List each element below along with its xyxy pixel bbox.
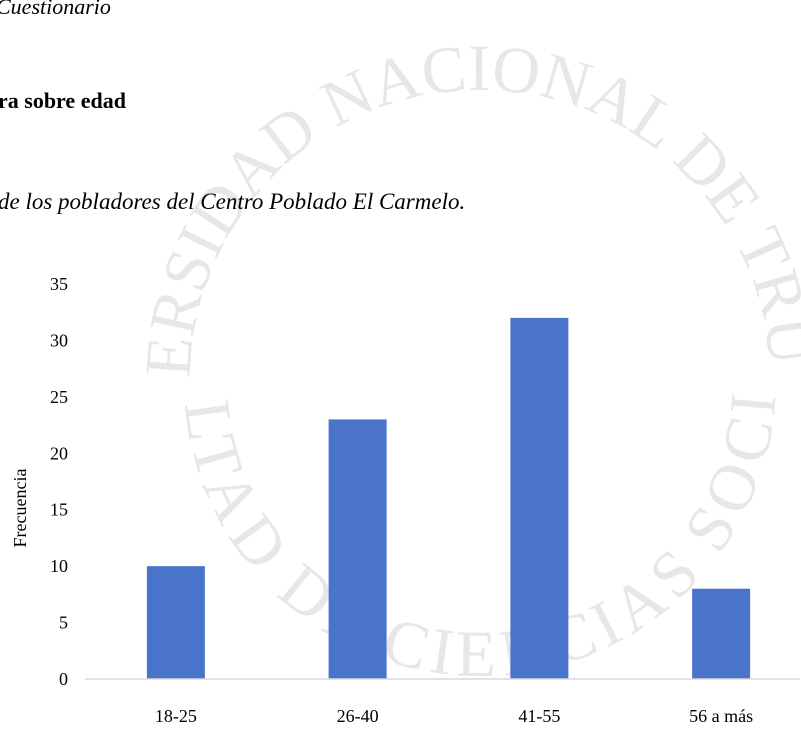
bar [510,317,569,679]
y-axis-label: Frecuencia [10,469,30,548]
y-tick-label: 20 [50,443,68,463]
y-tick-label: 15 [50,500,68,520]
bar [328,419,387,679]
bar [692,588,751,679]
doc-heading: ra sobre edad [0,88,126,113]
y-tick-label: 5 [59,613,68,633]
doc-line: Cuestionario [0,0,111,19]
bar [146,566,205,679]
chart: 0 5 10 15 20 25 30 35 18-25 26-40 41-55 56 a más [50,274,800,726]
x-tick-label: 18-25 [155,706,197,726]
y-tick-label: 10 [50,556,68,576]
x-tick-label: 41-55 [518,706,560,726]
y-tick-label: 0 [59,669,68,689]
y-tick-label: 25 [50,387,68,407]
doc-caption: de los pobladores del Centro Poblado El … [0,189,465,214]
y-tick-label: 30 [50,330,68,350]
x-tick-label: 26-40 [337,706,379,726]
y-tick-label: 35 [50,274,68,294]
x-tick-label: 56 a más [689,706,753,726]
